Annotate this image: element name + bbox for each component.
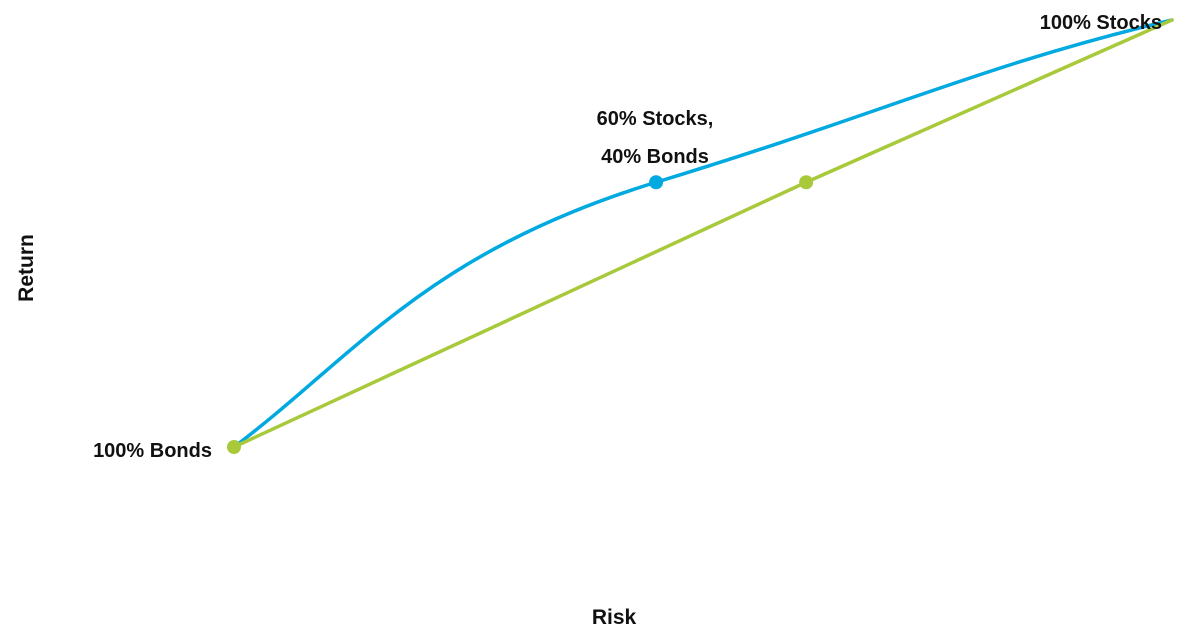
data-marker-1 [649, 175, 664, 190]
annotation-100-stocks: 100% Stocks [1040, 12, 1162, 34]
series-line-straight [232, 18, 1174, 449]
annotation-60-40-line1: 60% Stocks, [597, 108, 714, 130]
x-axis-title: Risk [592, 606, 637, 628]
data-marker-2 [799, 175, 814, 190]
series-lines [232, 18, 1174, 449]
data-markers [227, 175, 814, 454]
data-marker-0 [227, 440, 241, 454]
annotation-60-40-line2: 40% Bonds [601, 146, 709, 168]
annotation-100-bonds: 100% Bonds [93, 440, 212, 462]
y-axis-title: Return [15, 234, 38, 302]
